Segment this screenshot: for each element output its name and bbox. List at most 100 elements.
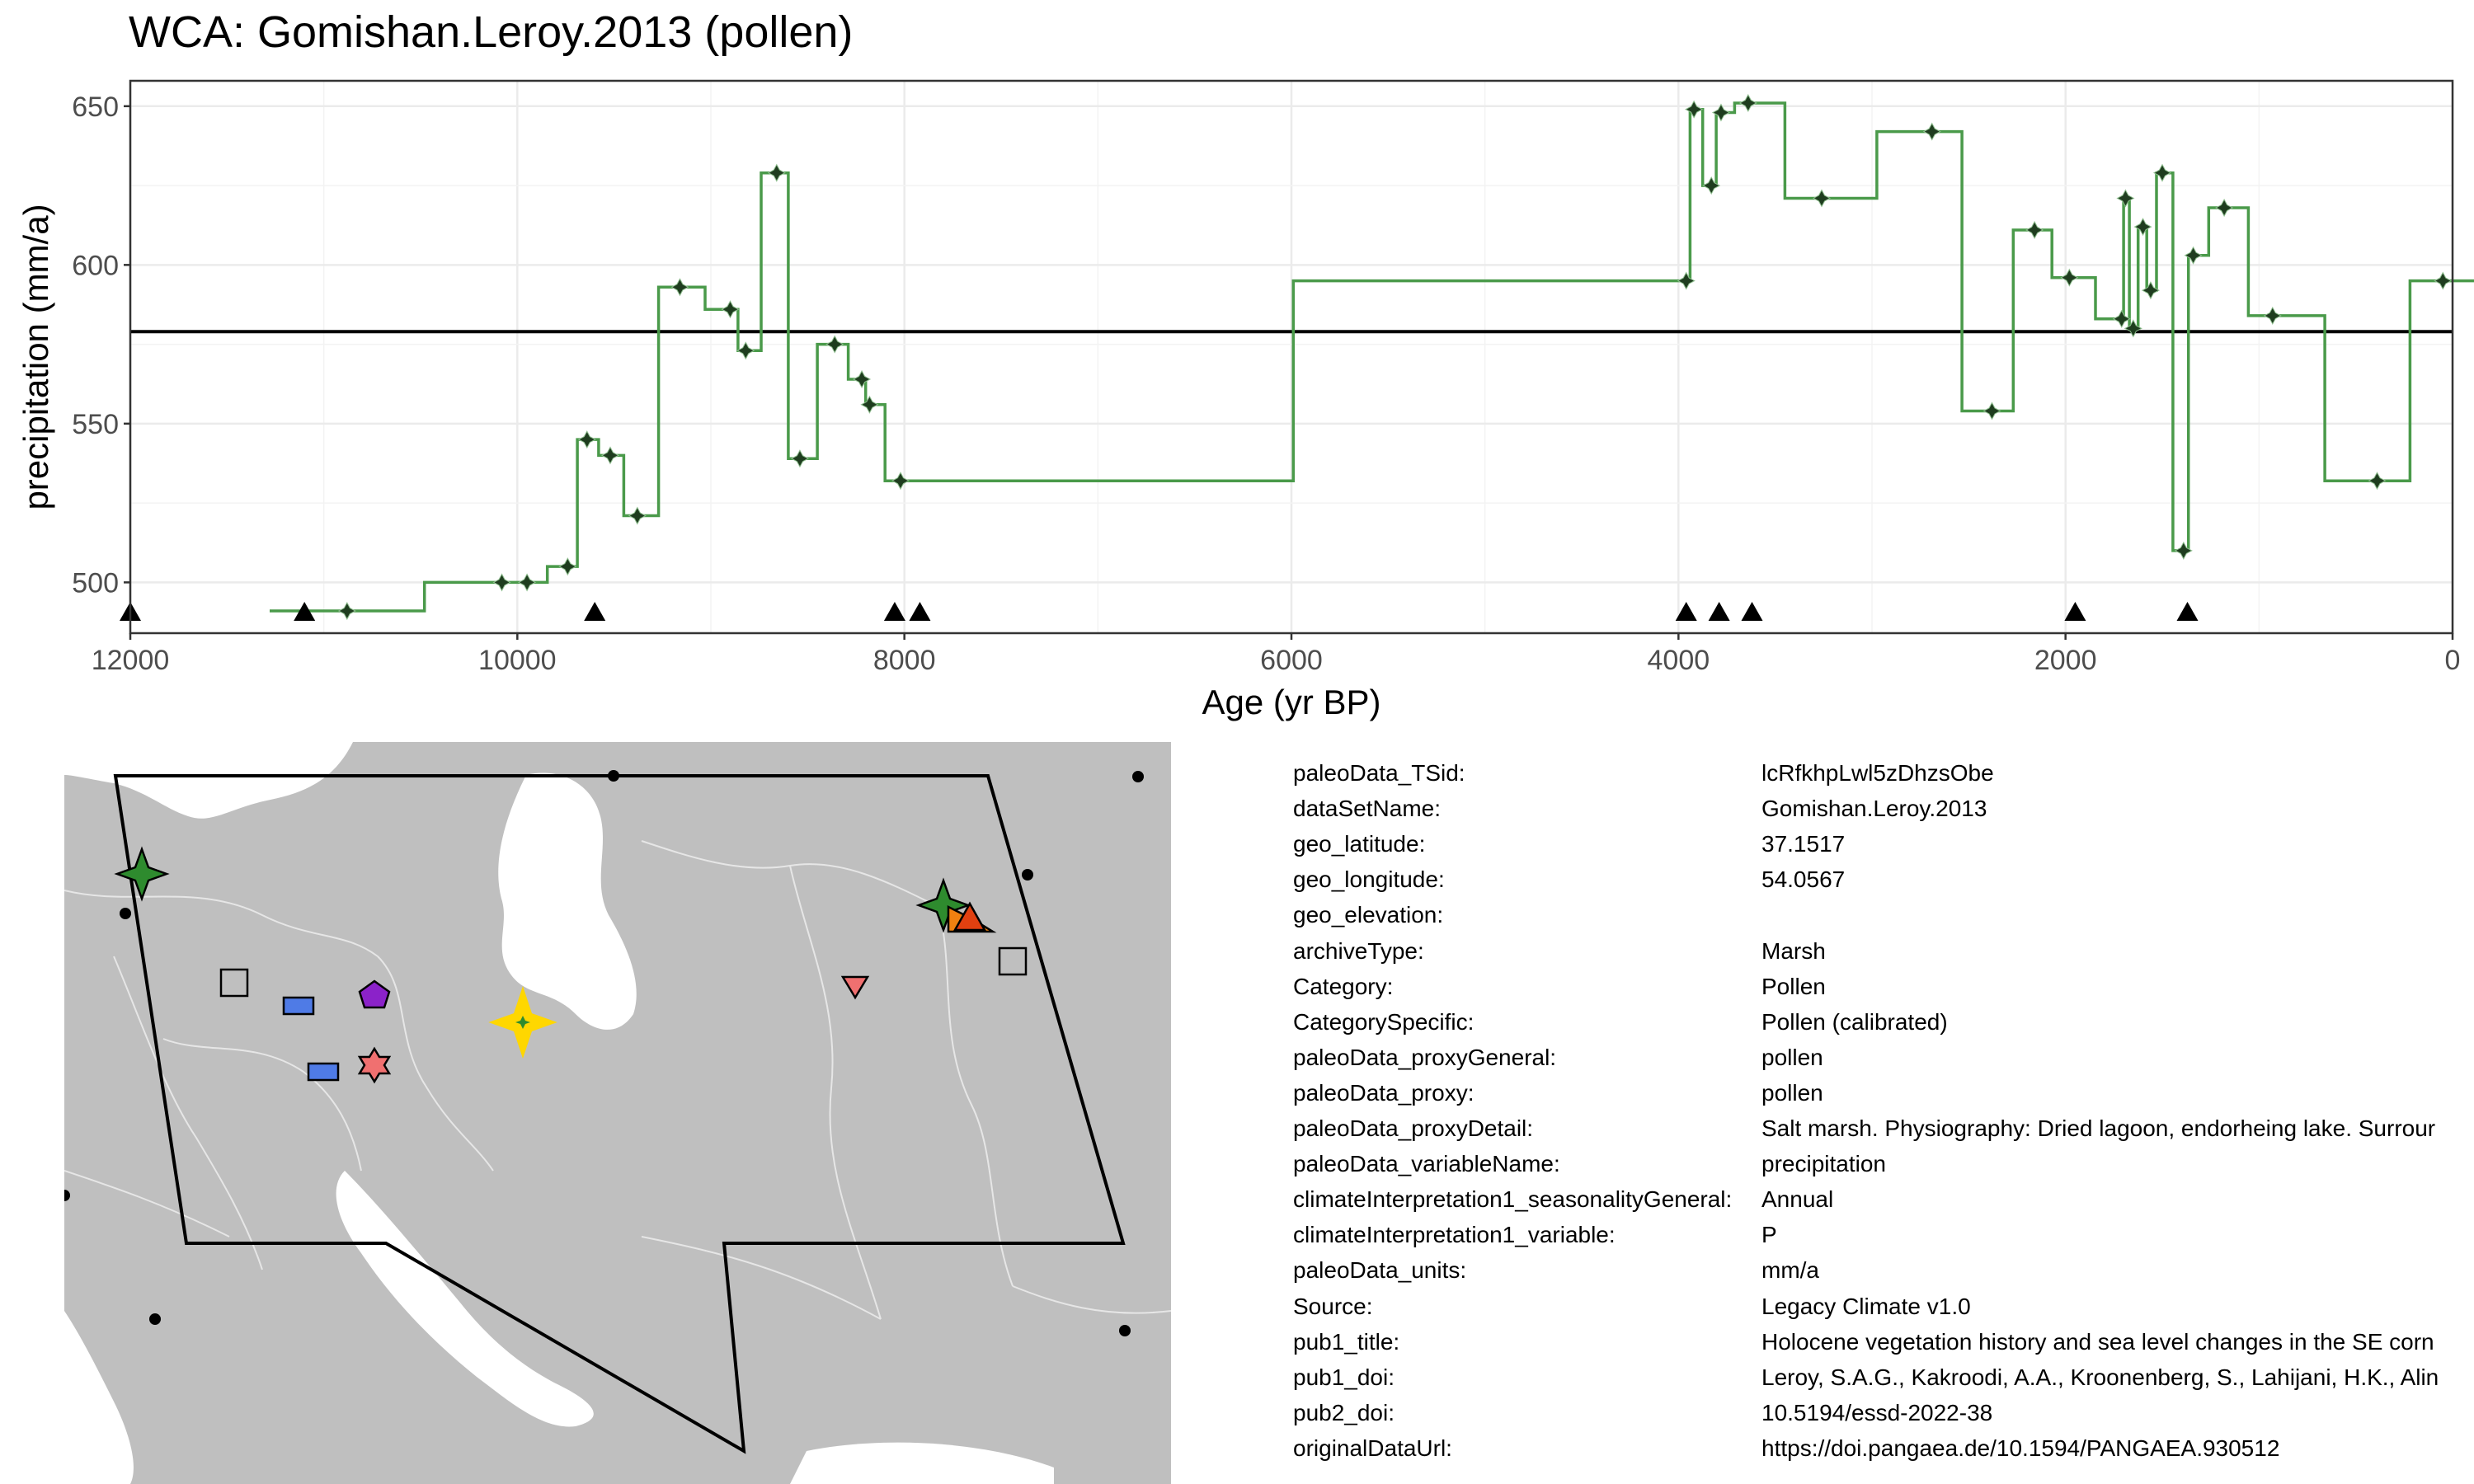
pentagon-marker xyxy=(358,979,391,1009)
site-markers xyxy=(114,846,1028,1084)
metadata-key: CategorySpecific: xyxy=(1293,1008,1475,1035)
data-point xyxy=(670,278,689,297)
triangle-marker xyxy=(952,901,987,932)
grid-lines xyxy=(129,81,2454,633)
metadata-key: geo_latitude: xyxy=(1293,831,1426,857)
y-axis-title: precipitation (mm/a) xyxy=(16,204,55,510)
age-marker xyxy=(584,602,606,621)
metadata-key: paleoData_proxy: xyxy=(1293,1079,1475,1106)
x-tick-label: 0 xyxy=(2445,645,2461,676)
metadata-key: originalDataUrl: xyxy=(1293,1435,1452,1461)
rect-marker xyxy=(307,1062,340,1082)
age-marker xyxy=(1741,602,1763,621)
metadata-key: geo_longitude: xyxy=(1293,866,1445,893)
data-point xyxy=(2025,220,2044,240)
data-point xyxy=(518,573,537,592)
y-tick-label: 650 xyxy=(72,92,119,123)
metadata-key: paleoData_proxyDetail: xyxy=(1293,1115,1534,1141)
metadata-key: pub2_doi: xyxy=(1293,1399,1395,1425)
metadata-key: geo_elevation: xyxy=(1293,902,1444,928)
map-land xyxy=(64,742,1171,1484)
data-point xyxy=(2060,268,2079,287)
metadata-value: P xyxy=(1761,1222,1777,1248)
metadata-value: Gomishan.Leroy.2013 xyxy=(1761,796,1987,822)
metadata-key: dataSetName: xyxy=(1293,796,1441,822)
x-axis-title: Age (yr BP) xyxy=(1202,683,1380,721)
site-map xyxy=(64,742,1171,1484)
metadata-value: 37.1517 xyxy=(1761,831,1846,857)
data-point xyxy=(1685,100,1704,119)
rect-marker xyxy=(282,996,315,1016)
metadata-key: archiveType: xyxy=(1293,937,1424,964)
data-point xyxy=(2116,189,2135,208)
age-marker xyxy=(883,602,905,621)
y-tick-label: 500 xyxy=(72,567,119,599)
precipitation-chart: 12000 10000 8000 6000 4000 2000 0 500 550 600 650… xyxy=(16,79,2474,721)
data-point xyxy=(600,446,620,465)
data-point xyxy=(1677,271,1696,290)
data-point xyxy=(736,341,755,360)
age-marker xyxy=(909,602,931,621)
data-point xyxy=(1738,93,1757,113)
star4-marker xyxy=(915,877,971,933)
country-borders xyxy=(64,840,1171,1320)
age-marker xyxy=(294,602,316,621)
data-point xyxy=(2152,163,2172,182)
data-point xyxy=(852,369,872,389)
x-tick-label: 8000 xyxy=(873,645,936,676)
metadata-key: Source: xyxy=(1293,1293,1373,1319)
data-point xyxy=(577,430,596,449)
data-point xyxy=(721,300,740,319)
persian-gulf xyxy=(336,1171,594,1427)
metadata-key: climateInterpretation1_seasonalityGenera… xyxy=(1293,1186,1733,1213)
metadata-value: pollen xyxy=(1761,1079,1823,1106)
metadata-value: Annual xyxy=(1761,1186,1834,1213)
metadata-key: paleoData_TSid: xyxy=(1293,760,1465,786)
highlight-site-center xyxy=(515,1016,530,1029)
hexagram-marker xyxy=(357,1046,392,1084)
metadata-value: 54.0567 xyxy=(1761,866,1846,893)
data-point xyxy=(2215,198,2234,218)
star4-marker xyxy=(114,846,170,902)
square-marker xyxy=(219,968,249,998)
metadata-value: lcRfkhpLwl5zDhzsObe xyxy=(1761,760,1994,786)
metadata-key: pub1_title: xyxy=(1293,1328,1400,1355)
triangle-down-marker xyxy=(840,975,870,1000)
metadata-key: Category: xyxy=(1293,973,1394,999)
metadata-value: Pollen (calibrated) xyxy=(1761,1008,1948,1035)
data-point xyxy=(1812,189,1832,208)
metadata-value: Pollen xyxy=(1761,973,1826,999)
city-dots xyxy=(64,770,1144,1336)
data-point xyxy=(2141,281,2160,300)
data-point xyxy=(1982,402,2001,420)
data-point xyxy=(628,506,647,525)
data-point xyxy=(790,449,810,468)
chart-title: WCA: Gomishan.Leroy.2013 (pollen) xyxy=(129,7,854,57)
data-point xyxy=(860,395,879,414)
data-point xyxy=(1922,122,1941,141)
x-tick-label: 6000 xyxy=(1260,645,1323,676)
metadata-value: Legacy Climate v1.0 xyxy=(1761,1293,1971,1319)
data-point xyxy=(891,472,910,491)
metadata-value: Leroy, S.A.G., Kakroodi, A.A., Kroonenbe… xyxy=(1761,1364,2439,1390)
metadata-key: paleoData_variableName: xyxy=(1293,1151,1560,1177)
data-point xyxy=(2184,246,2203,265)
data-point xyxy=(767,163,786,182)
data-point xyxy=(825,335,844,354)
red-sea xyxy=(64,1311,134,1484)
metadata-value: pollen xyxy=(1761,1044,1823,1070)
metadata-key: paleoData_proxyGeneral: xyxy=(1293,1044,1557,1070)
data-points xyxy=(337,93,2453,621)
age-control-markers xyxy=(120,602,2199,621)
data-point xyxy=(2124,319,2142,338)
data-point xyxy=(558,557,577,576)
y-axis: 500 550 600 650 xyxy=(72,92,130,599)
data-point xyxy=(2133,218,2152,237)
metadata-value: precipitation xyxy=(1761,1151,1886,1177)
age-marker xyxy=(2064,602,2086,621)
age-marker xyxy=(1708,602,1730,621)
metadata-value: 10.5194/essd-2022-38 xyxy=(1761,1399,1993,1425)
square-marker xyxy=(998,946,1028,976)
metadata-key: pub1_doi: xyxy=(1293,1364,1395,1390)
data-point xyxy=(2174,541,2193,560)
